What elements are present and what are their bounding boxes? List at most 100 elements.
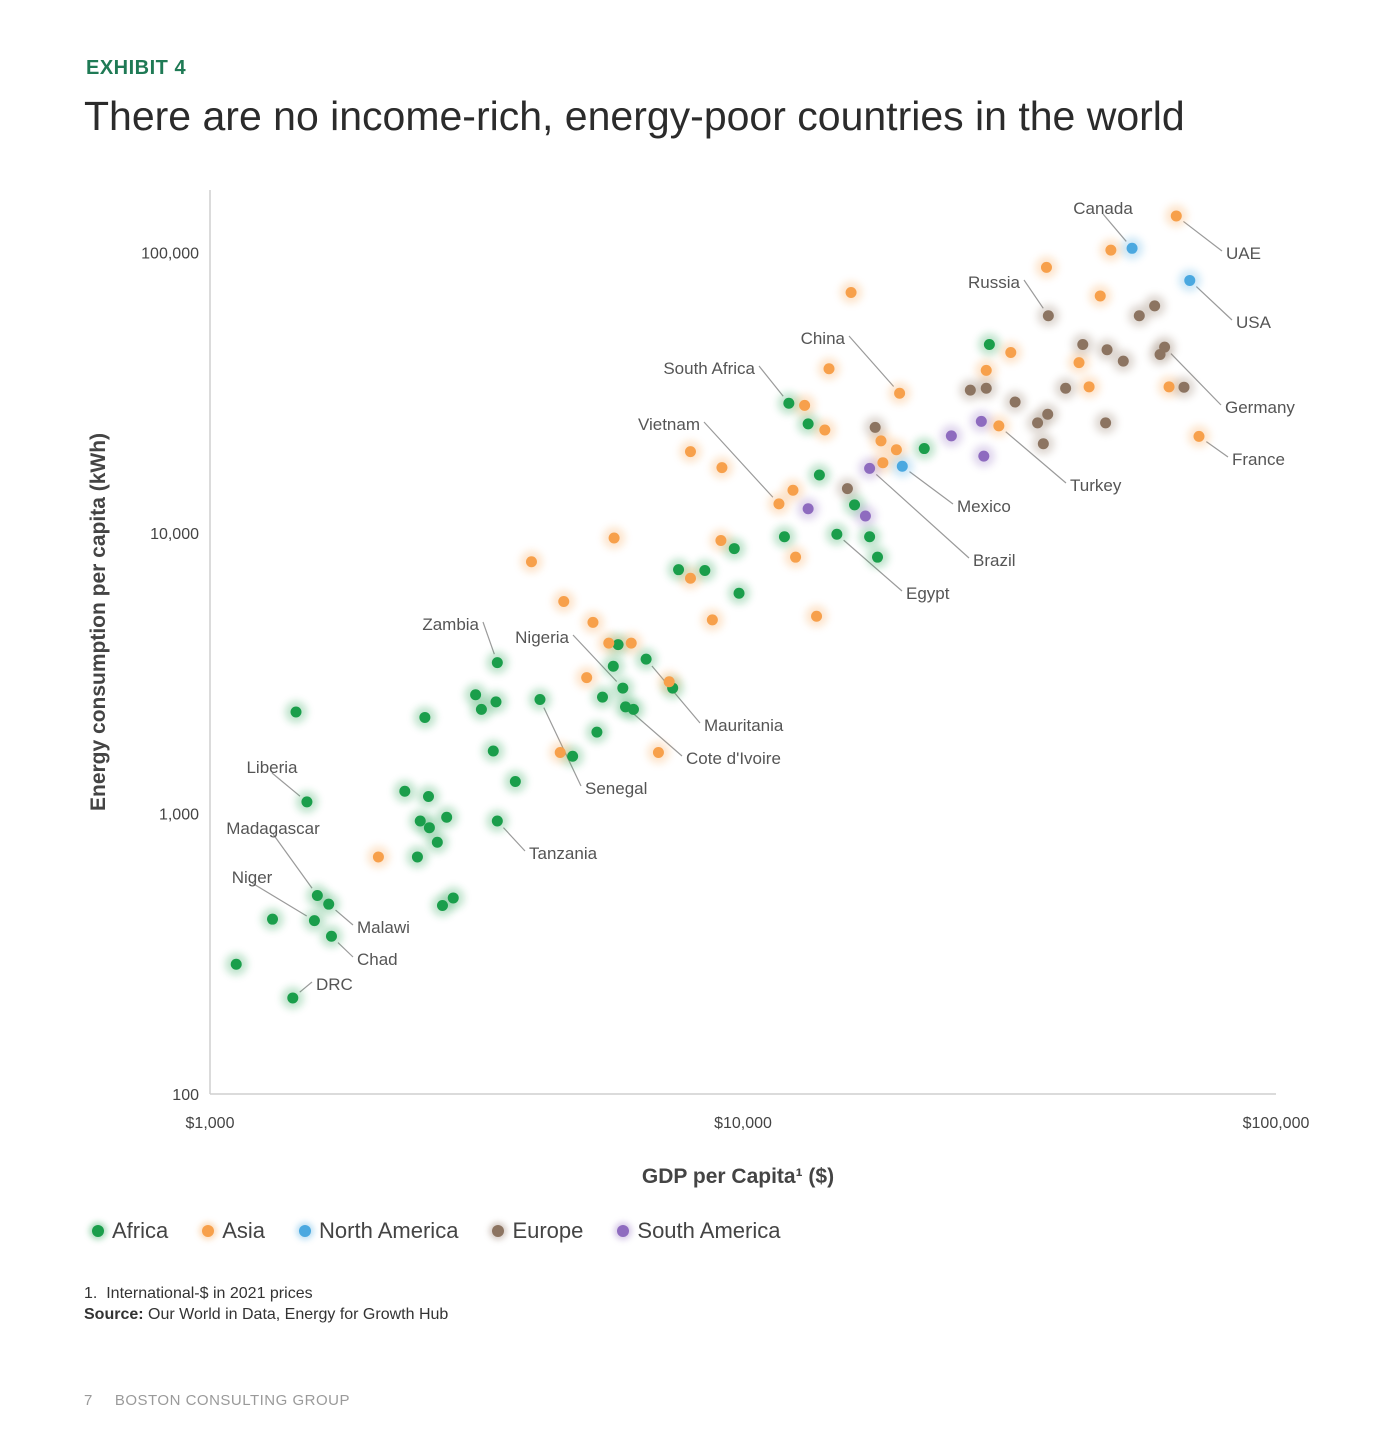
country-label: Madagascar xyxy=(226,819,320,838)
data-point xyxy=(1105,244,1117,256)
country-label: Chad xyxy=(357,950,398,969)
data-point xyxy=(447,892,459,904)
leader-line xyxy=(875,473,970,559)
data-point xyxy=(877,457,889,469)
data-point xyxy=(1149,300,1161,312)
data-point xyxy=(1083,381,1095,393)
data-point xyxy=(733,587,745,599)
data-point xyxy=(706,614,718,626)
data-point xyxy=(323,898,335,910)
x-tick-label: $10,000 xyxy=(714,1115,772,1132)
data-point xyxy=(728,543,740,555)
south-america-swatch xyxy=(617,1225,630,1237)
data-point xyxy=(787,484,799,496)
data-point xyxy=(859,510,871,522)
country-label: South Africa xyxy=(663,359,755,378)
data-point xyxy=(819,424,831,436)
data-point xyxy=(1163,381,1175,393)
data-point xyxy=(491,657,503,669)
data-point xyxy=(1037,438,1049,450)
data-point xyxy=(773,498,785,510)
data-point xyxy=(596,691,608,703)
country-label: Zambia xyxy=(422,615,479,634)
data-point xyxy=(831,528,843,540)
data-point xyxy=(301,796,313,808)
data-point xyxy=(487,745,499,757)
leader-line xyxy=(703,421,774,498)
data-point xyxy=(673,564,685,576)
leader-line xyxy=(271,772,301,797)
legend-label: Asia xyxy=(222,1218,266,1243)
data-point xyxy=(608,532,620,544)
data-point xyxy=(1009,396,1021,408)
country-label: Brazil xyxy=(973,551,1016,570)
data-point xyxy=(980,364,992,376)
y-tick-label: 1,000 xyxy=(159,807,199,824)
data-point xyxy=(1133,310,1145,322)
legend-item-south-america: South America xyxy=(617,1218,780,1244)
leader-line xyxy=(1102,213,1127,242)
data-point xyxy=(890,444,902,456)
data-point xyxy=(980,382,992,394)
country-label: Germany xyxy=(1225,398,1295,417)
data-point xyxy=(975,415,987,427)
data-point xyxy=(509,776,521,788)
data-point xyxy=(617,682,629,694)
leader-line xyxy=(909,471,954,505)
data-point xyxy=(422,790,434,802)
leader-line xyxy=(1205,441,1229,458)
leader-line xyxy=(502,827,526,852)
data-point xyxy=(964,384,976,396)
data-point xyxy=(567,750,579,762)
country-label: Turkey xyxy=(1070,476,1122,495)
country-label: China xyxy=(801,329,846,348)
data-point xyxy=(869,421,881,433)
data-point xyxy=(894,387,906,399)
data-point xyxy=(983,338,995,350)
data-point xyxy=(841,483,853,495)
data-point xyxy=(684,572,696,584)
north-america-swatch xyxy=(299,1225,312,1237)
data-point xyxy=(778,531,790,543)
data-point xyxy=(287,992,299,1004)
data-point xyxy=(1077,338,1089,350)
data-point xyxy=(1073,357,1085,369)
data-point xyxy=(581,672,593,684)
data-point xyxy=(715,535,727,547)
country-label: Niger xyxy=(232,868,273,887)
leader-line xyxy=(848,335,895,387)
axes: $1,000 $10,000 $100,000 100 1,000 10,000 100,0… xyxy=(141,190,1309,1132)
legend-label: Africa xyxy=(112,1218,169,1243)
data-point xyxy=(419,711,431,723)
country-label: Canada xyxy=(1073,199,1133,218)
data-point xyxy=(716,462,728,474)
data-point xyxy=(1178,381,1190,393)
data-point xyxy=(308,915,320,927)
callout-labels: Canada UAE USA Russia China South Africa Germa… xyxy=(226,199,1295,994)
leader-line xyxy=(299,981,313,993)
data-point xyxy=(325,930,337,942)
data-point xyxy=(534,693,546,705)
leader-line xyxy=(335,909,354,926)
y-axis-label: Energy consumption per capita (kWh) xyxy=(87,433,110,811)
scatter-chart: $1,000 $10,000 $100,000 100 1,000 10,000 100,0… xyxy=(87,190,1309,1188)
country-label: Malawi xyxy=(357,918,410,937)
leader-line xyxy=(1195,286,1233,321)
asia-swatch xyxy=(202,1225,215,1237)
country-label: France xyxy=(1232,450,1285,469)
leader-line xyxy=(1023,279,1044,309)
data-point xyxy=(558,595,570,607)
data-point xyxy=(1032,417,1044,429)
data-point xyxy=(811,610,823,622)
country-label: USA xyxy=(1236,313,1272,332)
data-point xyxy=(699,565,711,577)
legend-label: South America xyxy=(637,1218,781,1243)
data-point xyxy=(993,420,1005,432)
country-label: Vietnam xyxy=(638,415,700,434)
data-point xyxy=(845,287,857,299)
europe-swatch xyxy=(492,1225,505,1237)
data-point xyxy=(918,443,930,455)
data-point xyxy=(290,706,302,718)
data-point xyxy=(411,851,423,863)
footnote: 1. International-$ in 2021 prices xyxy=(84,1285,313,1302)
